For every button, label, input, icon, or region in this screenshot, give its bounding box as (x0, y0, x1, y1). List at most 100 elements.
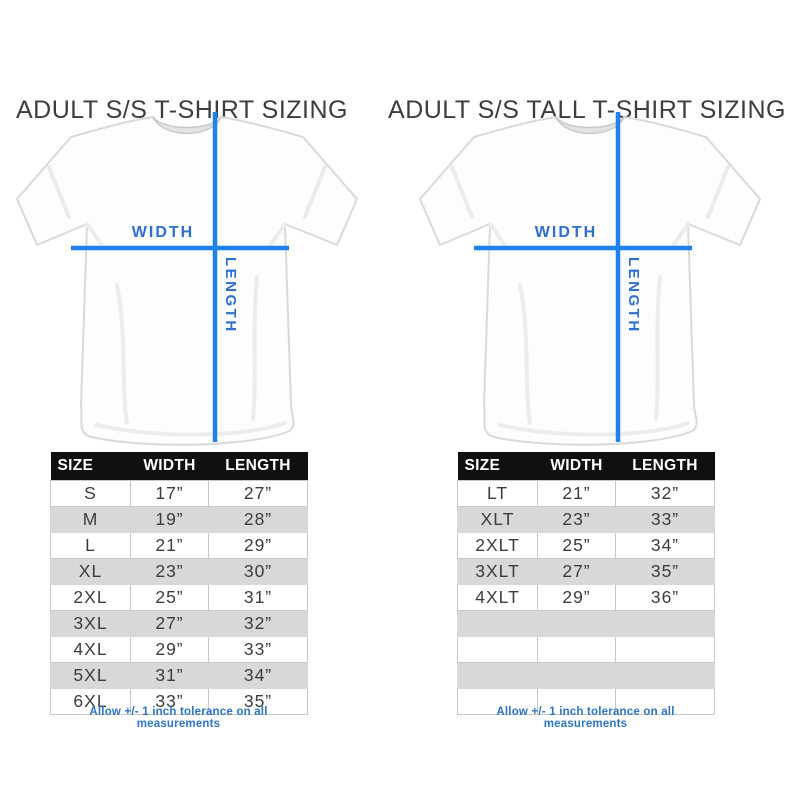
length-cell: 30” (208, 558, 308, 585)
table-row: M 19” 28” (50, 506, 308, 533)
size-cell: 3XL (50, 610, 131, 637)
measurement-lines (71, 112, 289, 442)
width-cell: 31” (130, 662, 209, 689)
length-cell: 32” (208, 610, 308, 637)
length-cell: 27” (208, 480, 308, 507)
table-row-empty (457, 688, 715, 715)
tshirt-illustration (16, 112, 358, 446)
tshirt-collar (555, 116, 625, 135)
length-cell (615, 636, 715, 663)
length-cell: 29” (208, 532, 308, 559)
width-cell: 19” (130, 506, 209, 533)
size-cell: S (50, 480, 131, 507)
table-row: 5XL 31” 34” (50, 662, 308, 689)
length-cell: 34” (615, 532, 715, 559)
tolerance-note: Allow +/- 1 inch tolerance on all measur… (496, 706, 675, 730)
length-cell: 31” (208, 584, 308, 611)
size-cell (457, 688, 538, 715)
width-cell: 29” (130, 636, 209, 663)
col-header-size: SIZE (457, 452, 538, 481)
length-cell: 33” (208, 636, 308, 663)
length-cell (615, 610, 715, 637)
width-cell (537, 610, 616, 637)
table-row: 3XLT 27” 35” (457, 558, 715, 585)
width-cell (537, 636, 616, 663)
col-header-length: LENGTH (208, 452, 308, 481)
length-cell: 35” (615, 558, 715, 585)
tshirt-wrinkles (47, 165, 327, 437)
table-row: 2XL 25” 31” (50, 584, 308, 611)
size-cell (457, 636, 538, 663)
length-cell (615, 688, 715, 715)
table-row: XLT 23” 33” (457, 506, 715, 533)
table-row: 4XL 29” 33” (50, 636, 308, 663)
length-cell (615, 662, 715, 689)
col-header-width: WIDTH (130, 452, 209, 481)
length-cell: 32” (615, 480, 715, 507)
table-row-empty (457, 662, 715, 689)
width-cell: 29” (537, 584, 616, 611)
page-title: ADULT S/S T-SHIRT SIZING (16, 95, 348, 124)
size-cell: 2XLT (457, 532, 538, 559)
table-header-row: SIZE WIDTH LENGTH (457, 452, 715, 481)
width-cell: 25” (130, 584, 209, 611)
table-row-empty (457, 636, 715, 663)
width-cell: 23” (537, 506, 616, 533)
tshirt-illustration (419, 112, 761, 446)
page-title: ADULT S/S TALL T-SHIRT SIZING (388, 95, 786, 124)
width-label: WIDTH (534, 224, 598, 241)
table-header-row: SIZE WIDTH LENGTH (50, 452, 308, 481)
panel-regular-sizing: ADULT S/S T-SHIRT SIZING (7, 95, 367, 730)
width-cell: 21” (537, 480, 616, 507)
width-cell: 27” (130, 610, 209, 637)
size-cell: XL (50, 558, 131, 585)
size-cell: XLT (457, 506, 538, 533)
size-cell: LT (457, 480, 538, 507)
col-header-width: WIDTH (537, 452, 616, 481)
tolerance-note: Allow +/- 1 inch tolerance on all measur… (89, 706, 268, 730)
width-cell: 23” (130, 558, 209, 585)
size-cell (457, 610, 538, 637)
size-cell (457, 662, 538, 689)
width-cell (537, 688, 616, 715)
length-cell: 35” (208, 688, 308, 715)
tshirt-collar (152, 116, 222, 135)
size-cell: 4XL (50, 636, 131, 663)
length-cell: 28” (208, 506, 308, 533)
table-row: 4XLT 29” 36” (457, 584, 715, 611)
width-cell: 17” (130, 480, 209, 507)
length-cell: 36” (615, 584, 715, 611)
size-table-regular: SIZE WIDTH LENGTH S 17” 27” M 19” 28” L (50, 452, 308, 715)
tshirt-diagram: WIDTH LENGTH (7, 105, 367, 450)
table-row: 6XL 33” 35” (50, 688, 308, 715)
width-cell: 21” (130, 532, 209, 559)
tshirt-body (419, 116, 761, 446)
width-label: WIDTH (131, 224, 195, 241)
width-cell: 27” (537, 558, 616, 585)
size-cell: 2XL (50, 584, 131, 611)
length-label: LENGTH (625, 257, 642, 334)
col-header-length: LENGTH (615, 452, 715, 481)
size-cell: 3XLT (457, 558, 538, 585)
size-cell: 4XLT (457, 584, 538, 611)
tshirt-body (16, 116, 358, 446)
size-cell: 5XL (50, 662, 131, 689)
measurement-lines (474, 112, 692, 442)
col-header-size: SIZE (50, 452, 131, 481)
table-row: S 17” 27” (50, 480, 308, 507)
size-cell: 6XL (50, 688, 131, 715)
size-table-tall: SIZE WIDTH LENGTH LT 21” 32” XLT 23” 33”… (457, 452, 715, 715)
size-cell: L (50, 532, 131, 559)
table-row-empty (457, 610, 715, 637)
table-row: L 21” 29” (50, 532, 308, 559)
width-cell: 33” (130, 688, 209, 715)
table-row: 2XLT 25” 34” (457, 532, 715, 559)
length-cell: 34” (208, 662, 308, 689)
width-cell (537, 662, 616, 689)
length-label: LENGTH (222, 257, 239, 334)
panel-tall-sizing: ADULT S/S TALL T-SHIRT SIZING (388, 0, 800, 800)
tshirt-wrinkles (450, 165, 730, 437)
table-row: XL 23” 30” (50, 558, 308, 585)
length-cell: 33” (615, 506, 715, 533)
